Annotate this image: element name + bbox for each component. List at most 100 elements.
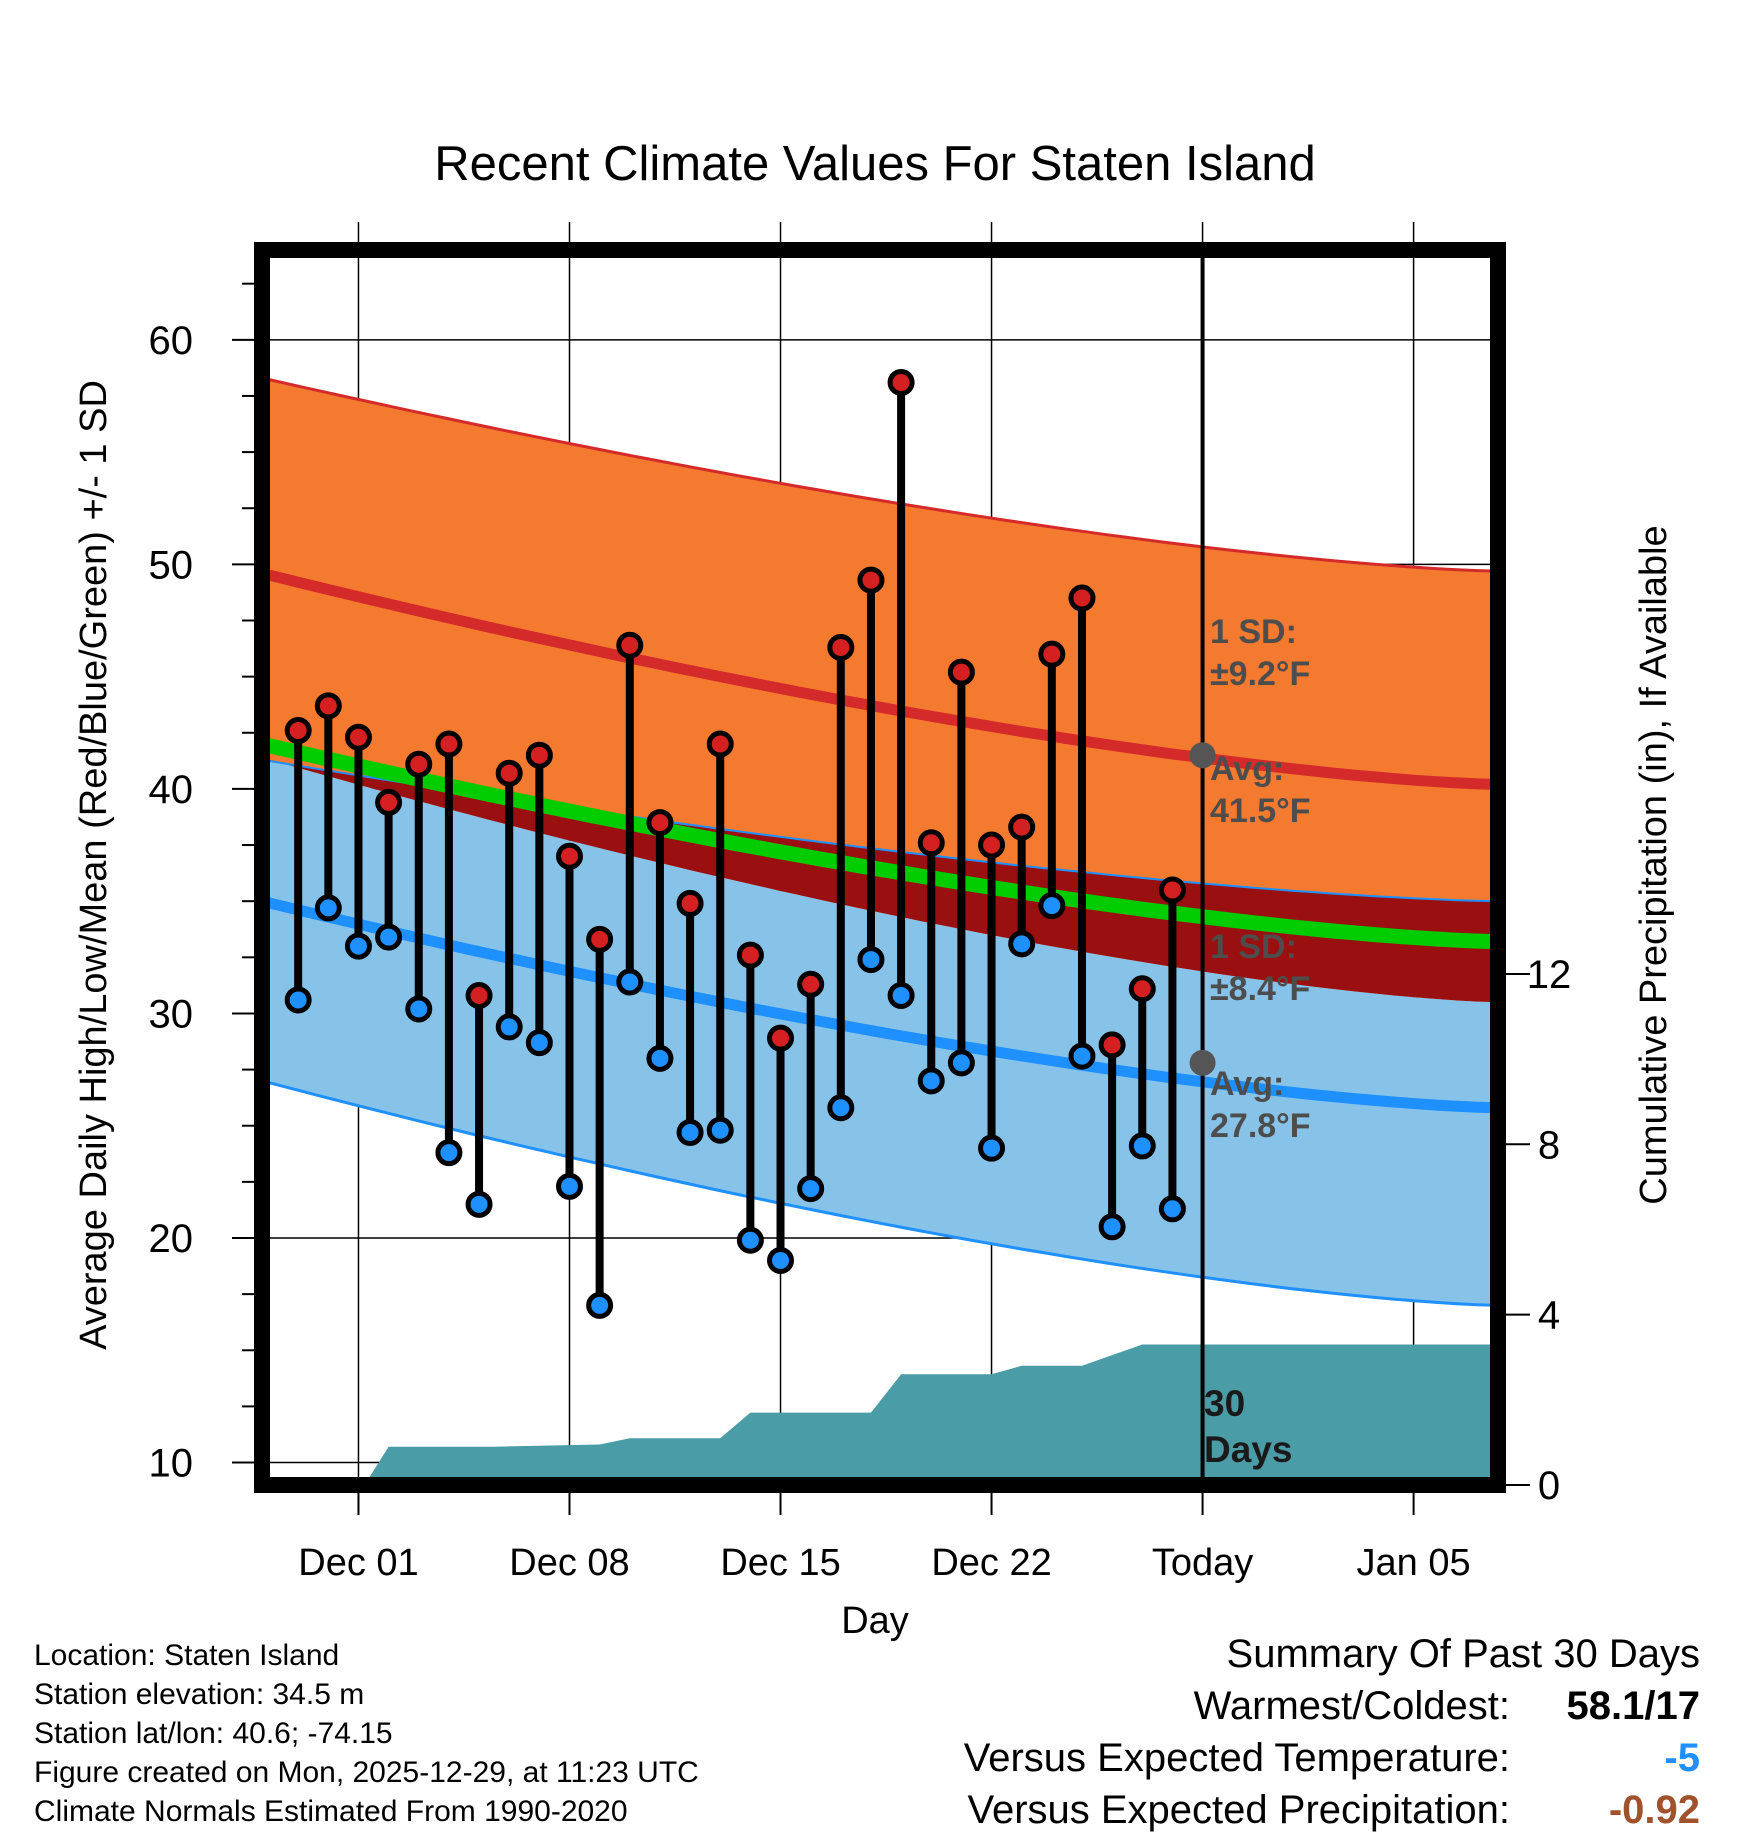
- y-right-tick-label: 8: [1538, 1123, 1560, 1167]
- low-sd-label: 1 SD:: [1210, 928, 1297, 966]
- low-avg-value: 27.8°F: [1210, 1107, 1311, 1145]
- daily-low-dot: [827, 1094, 855, 1122]
- summary-temp-row: Versus Expected Temperature: -5: [964, 1732, 1700, 1784]
- daily-low-dot: [1158, 1195, 1186, 1223]
- warmest-low: 17: [1655, 1684, 1701, 1728]
- daily-low-dot: [616, 968, 644, 996]
- precipitation-area: [262, 1344, 1498, 1485]
- daily-low-dot: [887, 981, 915, 1009]
- daily-low-dot: [978, 1134, 1006, 1162]
- daily-high-dot: [405, 750, 433, 778]
- daily-high-dot: [676, 889, 704, 917]
- daily-high-dot: [495, 759, 523, 787]
- daily-low-dot: [344, 932, 372, 960]
- location-text: Location: Staten Island: [34, 1639, 340, 1672]
- annotations: 1 SD: ±9.2°F Avg: 41.5°F 1 SD: ±8.4°F Av…: [1210, 613, 1311, 1145]
- y-axis-title: Average Daily High/Low/Mean (Red/Blue/Gr…: [73, 380, 115, 1350]
- daily-dots: [284, 368, 1186, 1319]
- y-right-tick-label: 4: [1538, 1294, 1560, 1338]
- today-high-avg-marker: [1189, 742, 1216, 769]
- daily-low-dot: [736, 1226, 764, 1254]
- daily-low-dot: [314, 894, 342, 922]
- temp-label: Versus Expected Temperature:: [963, 1736, 1510, 1780]
- normal-mean-line: [262, 736, 1498, 950]
- daily-low-dot: [676, 1118, 704, 1146]
- high-sd-upper-line: [262, 376, 1498, 573]
- station-info: Location: Staten Island Station elevatio…: [34, 1636, 699, 1831]
- daily-low-dot: [1008, 930, 1036, 958]
- daily-high-dot: [978, 831, 1006, 859]
- precip-area: [262, 1344, 1498, 1485]
- daily-high-dot: [1128, 975, 1156, 1003]
- created-text: Figure created on Mon, 2025-12-29, at 11…: [34, 1756, 699, 1789]
- warmest-high: 58.1: [1566, 1684, 1645, 1728]
- warmest-sep: /: [1644, 1684, 1656, 1728]
- y-right-tick-label: 12: [1527, 953, 1572, 997]
- daily-low-dot: [857, 946, 885, 974]
- warmest-value: 58.1/17: [1550, 1680, 1700, 1732]
- normals-text: Climate Normals Estimated From 1990-2020: [34, 1795, 628, 1828]
- y-tick-label: 30: [149, 992, 194, 1036]
- x-tick-label: Dec 22: [931, 1542, 1051, 1584]
- daily-high-dot: [435, 730, 463, 758]
- y-right-tick-label: 0: [1538, 1464, 1560, 1508]
- normal-low-line: [262, 895, 1498, 1114]
- daily-high-dot: [1098, 1031, 1126, 1059]
- y-tick-label: 20: [149, 1217, 194, 1261]
- high-sd-value: ±9.2°F: [1210, 655, 1310, 693]
- daily-low-dot: [555, 1172, 583, 1200]
- daily-high-dot: [767, 1024, 795, 1052]
- low-sd-value: ±8.4°F: [1210, 970, 1310, 1008]
- x-tick-label: Dec 15: [720, 1542, 840, 1584]
- daily-low-dot: [1128, 1132, 1156, 1160]
- daily-high-dot: [555, 842, 583, 870]
- y-tick-label: 10: [149, 1442, 194, 1486]
- temp-value: -5: [1664, 1736, 1700, 1780]
- daily-high-dot: [706, 730, 734, 758]
- period-label: 30 Days: [1204, 1383, 1292, 1470]
- daily-high-dot: [1008, 813, 1036, 841]
- y-axis-right-title: Cumulative Precipitation (in), If Availa…: [1633, 525, 1675, 1204]
- y-tick-label: 60: [149, 319, 194, 363]
- daily-low-dot: [767, 1246, 795, 1274]
- normal-high-line: [262, 567, 1498, 790]
- daily-high-dot: [1038, 640, 1066, 668]
- daily-high-dot: [1158, 876, 1186, 904]
- period-number: 30: [1204, 1383, 1245, 1424]
- daily-high-dot: [887, 368, 915, 396]
- y-tick-label: 50: [149, 543, 194, 587]
- low-avg-label: Avg:: [1210, 1065, 1284, 1103]
- daily-high-dot: [827, 633, 855, 661]
- chart-title: Recent Climate Values For Staten Island: [434, 137, 1316, 191]
- latlon-text: Station lat/lon: 40.6; -74.15: [34, 1717, 393, 1750]
- today-line: [1189, 250, 1216, 1485]
- daily-high-dot: [586, 925, 614, 953]
- daily-low-dot: [586, 1291, 614, 1319]
- daily-high-dot: [857, 566, 885, 594]
- x-axis-title: Day: [841, 1600, 909, 1642]
- daily-low-dot: [495, 1013, 523, 1041]
- daily-low-dot: [1038, 892, 1066, 920]
- today-low-avg-marker: [1189, 1049, 1216, 1076]
- daily-low-dot: [435, 1139, 463, 1167]
- daily-high-dot: [947, 658, 975, 686]
- daily-low-dot: [465, 1190, 493, 1218]
- daily-high-dot: [917, 829, 945, 857]
- daily-low-dot: [1098, 1213, 1126, 1241]
- low-sd-lower-line: [262, 1079, 1498, 1307]
- warmest-label: Warmest/Coldest:: [1193, 1684, 1510, 1728]
- summary-title: Summary Of Past 30 Days: [1226, 1632, 1700, 1676]
- precip-value: -0.92: [1608, 1788, 1700, 1832]
- summary-precip-row: Versus Expected Precipitation: -0.92: [964, 1784, 1700, 1836]
- daily-low-dot: [525, 1029, 553, 1057]
- daily-high-dot: [616, 631, 644, 659]
- left-axis: 10 20 30 40 50 60: [149, 282, 254, 1486]
- period-unit: Days: [1204, 1429, 1292, 1470]
- daily-low-dot: [917, 1067, 945, 1095]
- daily-low-dot: [706, 1116, 734, 1144]
- high-sd-band: [262, 378, 1498, 902]
- high-sd-label: 1 SD:: [1210, 613, 1297, 651]
- daily-low-dot: [375, 923, 403, 951]
- daily-high-dot: [1068, 584, 1096, 612]
- daily-high-dot: [736, 941, 764, 969]
